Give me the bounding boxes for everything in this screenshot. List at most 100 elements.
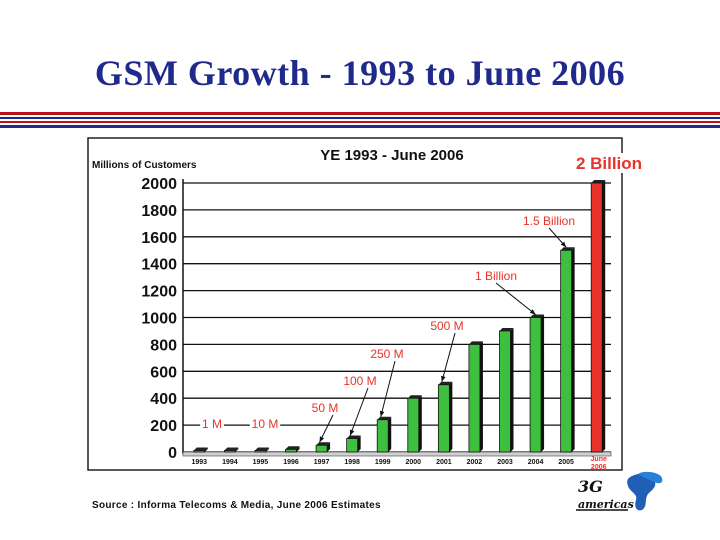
bar-top-1998 [346, 435, 361, 439]
annotation-label-2: 50 M [312, 401, 339, 415]
bar-top-2003 [499, 327, 514, 331]
bar-side-June-2006 [602, 180, 606, 452]
chart-floor [182, 451, 612, 457]
bar-top-2005 [560, 247, 575, 251]
title-rule-blue-2 [0, 125, 720, 128]
x-tick-label-2004: 2004 [528, 459, 544, 466]
bar-side-2002 [479, 341, 483, 452]
annotation-label-0: 1 M [202, 417, 222, 431]
bar-2003 [499, 330, 511, 453]
x-tick-label-2000: 2000 [405, 459, 421, 466]
annotation-arrowhead-5 [441, 375, 446, 382]
bar-side-1993 [204, 447, 208, 452]
bar-1999 [376, 419, 389, 453]
bar-side-1999 [388, 416, 392, 452]
bar-top-1993 [193, 447, 208, 451]
annotation-arrowhead-3 [349, 429, 355, 436]
y-tick-label-1000: 1000 [141, 311, 177, 328]
annotation-bg-8 [562, 153, 656, 173]
bar-side-2000 [418, 395, 422, 452]
y-tick-label-2000: 2000 [141, 176, 177, 193]
bar-side-1995 [265, 447, 269, 452]
y-tick-label-0: 0 [168, 445, 177, 462]
annotation-label-4: 250 M [370, 347, 403, 361]
annotation-arrowhead-7 [560, 241, 567, 248]
x-tick-label-1996: 1996 [283, 459, 299, 466]
annotation-arrow-3 [349, 387, 369, 436]
y-tick-label-1800: 1800 [141, 203, 177, 220]
x-tick-label-2005: 2005 [558, 459, 574, 466]
x-tick-label-June-2006-1: 2006 [591, 464, 607, 471]
3g-americas-logo-icon: 3G americas [576, 471, 663, 511]
bar-top-1997 [316, 442, 331, 446]
source-note: Source : Informa Telecoms & Media, June … [92, 500, 381, 511]
chart-frame [87, 137, 623, 471]
annotation-label-8: 2 Billion [576, 154, 642, 173]
bar-top-1999 [377, 416, 392, 420]
bar-top-1995 [254, 447, 269, 451]
annotation-arrow-4 [380, 360, 396, 417]
bar-side-2001 [449, 381, 453, 452]
bar-side-2005 [571, 247, 575, 452]
x-tick-label-2002: 2002 [467, 459, 483, 466]
annotation-bg-2 [309, 401, 341, 415]
annotation-arrowhead-4 [379, 410, 385, 417]
bar-1993 [193, 450, 206, 453]
bar-top-2004 [530, 314, 545, 318]
x-tick-label-2003: 2003 [497, 459, 513, 466]
title-rule-red-2 [0, 121, 720, 123]
annotation-arrow-6 [495, 282, 536, 315]
x-tick-label-1999: 1999 [375, 459, 391, 466]
annotation-label-5: 500 M [430, 319, 463, 333]
annotation-bg-1 [249, 417, 281, 431]
bar-1998 [346, 438, 359, 453]
bar-2005 [560, 249, 573, 453]
bar-1996 [285, 448, 297, 453]
bar-top-2000 [407, 395, 422, 399]
slide-title: GSM Growth - 1993 to June 2006 [94, 53, 626, 93]
y-tick-label-200: 200 [150, 418, 177, 435]
bar-1995 [254, 450, 267, 453]
x-tick-label-1998: 1998 [344, 459, 360, 466]
annotation-bg-3 [341, 374, 379, 388]
x-tick-label-1994: 1994 [222, 459, 238, 466]
bar-2004 [529, 317, 542, 453]
bar-top-2001 [438, 381, 453, 385]
annotation-bg-7 [510, 214, 588, 228]
y-tick-label-1200: 1200 [141, 284, 177, 301]
x-tick-label-1997: 1997 [314, 459, 330, 466]
bar-top-1996 [285, 446, 300, 450]
bar-side-2003 [510, 327, 514, 452]
y-tick-label-800: 800 [150, 337, 177, 354]
y-tick-label-1400: 1400 [141, 257, 177, 274]
annotation-label-7: 1.5 Billion [523, 214, 575, 228]
x-tick-label-2001: 2001 [436, 459, 452, 466]
bar-top-June-2006 [591, 180, 606, 183]
y-tick-label-400: 400 [150, 391, 177, 408]
bar-side-1997 [327, 442, 331, 452]
bar-1994 [223, 450, 236, 453]
annotation-label-1: 10 M [252, 417, 279, 431]
bar-2001 [437, 384, 450, 453]
chart-title: YE 1993 - June 2006 [320, 147, 463, 164]
bar-side-1998 [357, 435, 361, 452]
bar-side-1996 [296, 446, 300, 452]
x-tick-label-1995: 1995 [253, 459, 269, 466]
bar-top-1994 [224, 447, 239, 451]
bar-2000 [407, 397, 420, 453]
bar-side-2004 [541, 314, 545, 452]
annotation-bg-4 [368, 347, 406, 361]
svg-text:americas: americas [578, 498, 634, 511]
annotation-bg-5 [428, 319, 466, 333]
x-tick-label-June-2006-0: June [591, 456, 607, 463]
bar-top-2002 [468, 341, 483, 345]
y-tick-label-1600: 1600 [141, 230, 177, 247]
bar-1997 [315, 444, 328, 453]
y-tick-label-600: 600 [150, 364, 177, 381]
title-rule-blue [0, 117, 720, 119]
annotation-label-6: 1 Billion [475, 269, 517, 283]
annotation-arrowhead-2 [319, 436, 325, 443]
bar-side-1994 [235, 447, 239, 452]
annotation-label-3: 100 M [343, 374, 376, 388]
